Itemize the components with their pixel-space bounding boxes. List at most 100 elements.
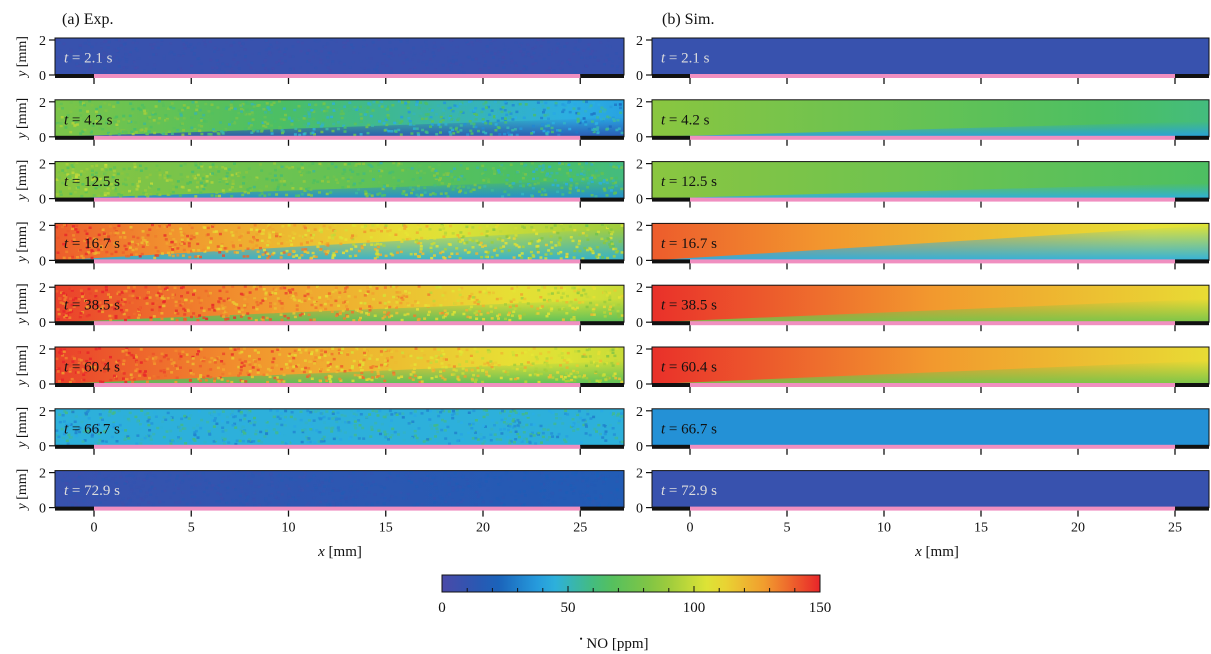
y-tick-label: 2 <box>636 34 643 49</box>
time-row: 2 0 t = 16.7 s <box>636 219 1210 270</box>
x-axis-label-a: x [mm] <box>317 544 362 560</box>
time-row: 2 0 t = 38.5 s <box>636 281 1210 332</box>
x-tick-label: 10 <box>282 521 296 536</box>
time-label: t = 60.4 s <box>64 360 120 376</box>
x-tick-label: 20 <box>476 521 490 536</box>
y-tick-label: 0 <box>39 316 46 331</box>
time-row: 2 0 y [mm] t = 12.5 s <box>15 158 625 208</box>
time-label: t = 2.1 s <box>661 51 710 67</box>
time-label: t = 16.7 s <box>661 236 717 252</box>
noise-speckle <box>55 161 624 198</box>
outlet-wall <box>580 197 624 202</box>
colorbar: 0 50 100 150 <box>438 574 832 616</box>
time-row: 2 0 t = 72.9 s <box>636 467 1210 517</box>
panel-a-title: (a) Exp. <box>62 11 114 28</box>
time-label: t = 38.5 s <box>64 298 120 314</box>
colorbar-label: • NO [ppm] <box>580 630 649 652</box>
panel-b-title: (b) Sim. <box>662 11 714 28</box>
outlet-wall <box>1175 259 1209 264</box>
outlet-wall <box>1175 444 1209 449</box>
time-label: t = 2.1 s <box>64 51 113 67</box>
y-axis-label: y [mm] <box>15 160 30 203</box>
boundary-layer <box>652 225 1209 261</box>
catalyst-surface <box>690 321 1175 326</box>
inlet-wall <box>55 383 94 387</box>
y-tick-label: 2 <box>636 281 643 296</box>
time-row: 2 0 y [mm] t = 16.7 s <box>15 219 625 270</box>
y-axis-label: y [mm] <box>15 36 30 79</box>
outlet-wall <box>1175 135 1209 140</box>
time-row: 2 0 t = 60.4 s <box>636 343 1210 393</box>
x-tick-label: 10 <box>877 521 891 536</box>
outlet-wall <box>1175 197 1209 202</box>
time-label: t = 60.4 s <box>661 360 717 376</box>
y-axis-label: y [mm] <box>15 98 30 141</box>
noise-speckle <box>55 347 624 384</box>
y-tick-label: 2 <box>636 405 643 420</box>
catalyst-surface <box>690 383 1175 387</box>
inlet-wall <box>652 506 690 511</box>
y-tick-label: 2 <box>39 219 46 234</box>
inlet-wall <box>652 321 690 326</box>
heatmap-field <box>652 38 1209 75</box>
inlet-wall <box>652 444 690 449</box>
y-tick-label: 0 <box>39 254 46 269</box>
y-tick-label: 2 <box>39 405 46 420</box>
time-row: 2 0 y [mm] t = 72.9 s <box>15 467 625 517</box>
inlet-wall <box>652 74 690 78</box>
noise-speckle <box>55 38 624 75</box>
noise-speckle <box>55 285 624 322</box>
time-label: t = 16.7 s <box>64 236 120 252</box>
y-tick-label: 0 <box>636 131 643 146</box>
catalyst-surface <box>94 383 581 387</box>
outlet-wall <box>1175 506 1209 511</box>
colorbar-tick-label: 0 <box>438 600 446 616</box>
y-tick-label: 0 <box>39 378 46 393</box>
colorbar-label-prefix: • <box>580 634 583 644</box>
outlet-wall <box>580 259 624 264</box>
y-tick-label: 2 <box>636 467 643 482</box>
inlet-wall <box>55 444 94 449</box>
colorbar-gradient <box>441 574 821 593</box>
noise-speckle <box>55 223 624 260</box>
y-tick-label: 0 <box>636 193 643 208</box>
boundary-layer <box>652 121 1209 137</box>
catalyst-surface <box>94 506 581 511</box>
boundary-layer <box>55 298 624 323</box>
colorbar-tick-label: 50 <box>561 600 576 616</box>
time-label: t = 12.5 s <box>661 174 717 190</box>
y-tick-label: 2 <box>39 158 46 173</box>
x-tick-label: 25 <box>1168 521 1182 536</box>
y-tick-label: 2 <box>636 219 643 234</box>
colorbar-tick-label: 150 <box>809 600 832 616</box>
x-tick-label: 15 <box>379 521 393 536</box>
x-tick-label: 20 <box>1071 521 1085 536</box>
time-row: 2 0 t = 12.5 s <box>636 158 1210 208</box>
outlet-wall <box>580 444 624 449</box>
y-tick-label: 2 <box>636 343 643 358</box>
catalyst-surface <box>690 259 1175 264</box>
outlet-wall <box>580 506 624 511</box>
y-tick-label: 2 <box>39 96 46 111</box>
inlet-wall <box>55 135 94 140</box>
outlet-wall <box>580 383 624 387</box>
outlet-wall <box>1175 383 1209 387</box>
y-tick-label: 0 <box>39 193 46 208</box>
inlet-wall <box>55 259 94 264</box>
time-label: t = 66.7 s <box>64 421 120 437</box>
time-label: t = 72.9 s <box>64 483 120 499</box>
time-row: 2 0 y [mm] t = 4.2 s <box>15 96 625 146</box>
heatmap-field <box>652 470 1209 508</box>
inlet-wall <box>652 197 690 202</box>
outlet-wall <box>580 74 624 78</box>
x-axis-label-b: x [mm] <box>914 544 959 560</box>
boundary-layer <box>652 360 1209 384</box>
time-label: t = 38.5 s <box>661 298 717 314</box>
inlet-wall <box>55 197 94 202</box>
inlet-wall <box>652 259 690 264</box>
y-tick-label: 0 <box>39 131 46 146</box>
y-tick-label: 2 <box>39 34 46 49</box>
inlet-wall <box>55 321 94 326</box>
